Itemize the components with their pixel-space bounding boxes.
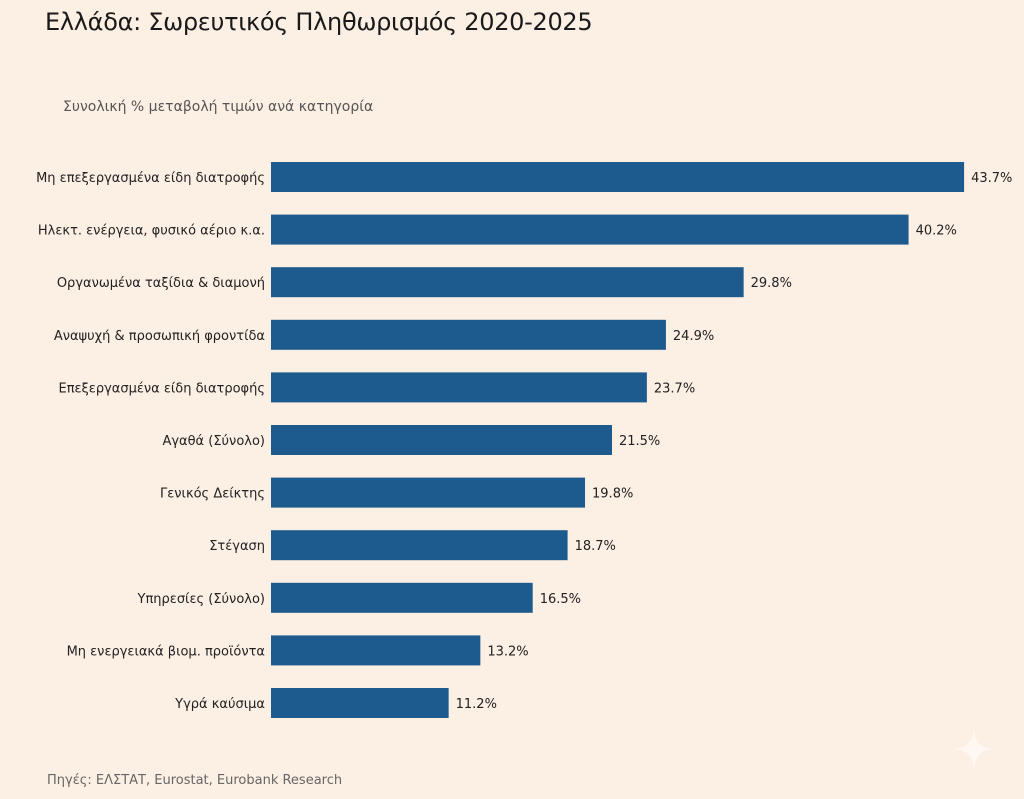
data-label: 16.5%	[540, 592, 581, 607]
data-label: 24.9%	[673, 329, 714, 344]
data-label: 19.8%	[592, 487, 633, 502]
bar	[271, 688, 449, 718]
category-label: Γενικός Δείκτης	[160, 487, 265, 502]
category-label: Οργανωμένα ταξίδια & διαμονή	[57, 276, 265, 291]
data-label: 11.2%	[456, 697, 497, 712]
data-label: 40.2%	[916, 224, 957, 239]
category-label: Μη επεξεργασμένα είδη διατροφής	[36, 171, 265, 186]
data-label: 23.7%	[654, 381, 695, 396]
category-label: Υπηρεσίες (Σύνολο)	[137, 592, 265, 607]
bar	[271, 635, 481, 666]
bar	[271, 214, 909, 245]
data-label: 18.7%	[575, 539, 616, 554]
data-label: 13.2%	[487, 644, 528, 659]
bar	[271, 162, 965, 192]
data-label: 43.7%	[971, 171, 1012, 186]
category-label: Αναψυχή & προσωπική φροντίδα	[54, 329, 265, 344]
bar	[271, 267, 744, 298]
category-label: Μη ενεργειακά βιομ. προϊόντα	[67, 644, 265, 659]
data-label: 29.8%	[751, 276, 792, 291]
category-label: Ηλεκτ. ενέργεια, φυσικό αέριο κ.α.	[38, 224, 265, 239]
data-label: 21.5%	[619, 434, 660, 449]
chart-title: Ελλάδα: Σωρευτικός Πληθωρισμός 2020-2025	[45, 8, 593, 36]
chart-subtitle: Συνολική % μεταβολή τιμών ανά κατηγορία	[63, 99, 374, 115]
bar	[271, 319, 666, 350]
bar	[271, 530, 568, 561]
category-label: Αγαθά (Σύνολο)	[162, 434, 265, 449]
bar	[271, 372, 647, 403]
source-note: Πηγές: ΕΛΣΤΑΤ, Eurostat, Eurobank Resear…	[47, 773, 343, 788]
category-label: Υγρά καύσιμα	[174, 697, 265, 712]
category-label: Επεξεργασμένα είδη διατροφής	[58, 381, 265, 396]
bar	[271, 582, 533, 613]
category-label: Στέγαση	[209, 539, 265, 554]
bar	[271, 477, 586, 508]
bar	[271, 425, 612, 455]
